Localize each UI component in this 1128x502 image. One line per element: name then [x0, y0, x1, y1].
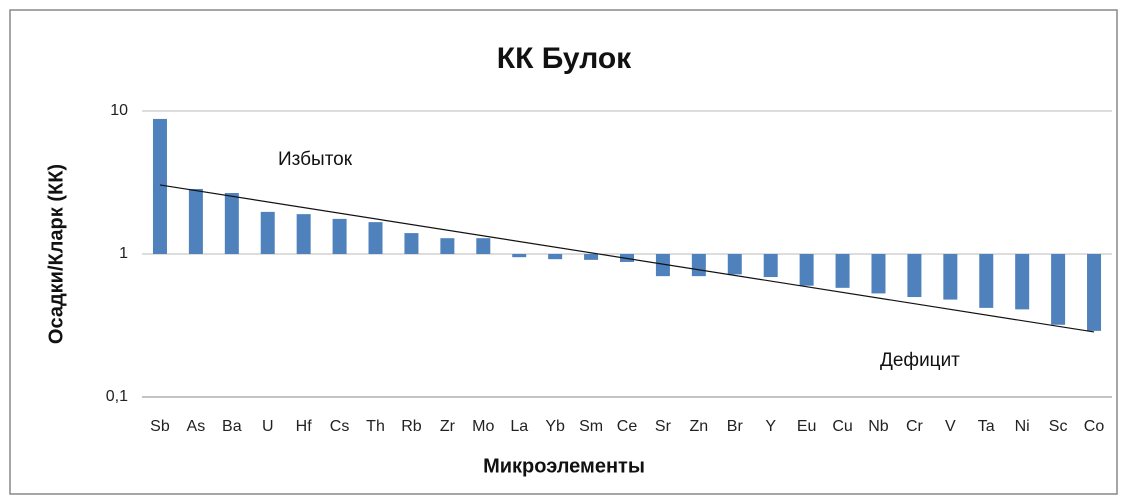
bar	[799, 254, 814, 286]
bar	[691, 254, 706, 277]
bar	[152, 118, 167, 254]
y-tick-label: 1	[119, 245, 128, 262]
x-tick-label: As	[187, 418, 206, 435]
y-tick-label: 0,1	[106, 388, 128, 405]
x-tick-label: Mo	[472, 418, 494, 435]
bar	[584, 254, 599, 260]
x-tick-label: Zr	[440, 418, 456, 435]
x-tick-label: Cr	[906, 418, 924, 435]
x-tick-label: Yb	[545, 418, 565, 435]
x-tick-label: Co	[1084, 418, 1105, 435]
bar	[1087, 254, 1102, 331]
bar	[404, 233, 419, 254]
bar	[440, 238, 455, 254]
x-tick-label: Rb	[401, 418, 422, 435]
annotation: Дефицит	[880, 350, 960, 371]
annotation: Избыток	[278, 149, 353, 170]
x-tick-label: Eu	[797, 418, 817, 435]
x-tick-label: Ni	[1015, 418, 1030, 435]
bar	[368, 222, 383, 254]
bar	[476, 238, 491, 254]
x-tick-label: Sr	[655, 418, 672, 435]
x-tick-label: Zn	[690, 418, 709, 435]
bar	[943, 254, 958, 300]
bar	[188, 188, 203, 254]
bar	[907, 254, 922, 298]
bar	[727, 254, 742, 275]
x-tick-label: Sc	[1049, 418, 1068, 435]
x-tick-label: La	[510, 418, 528, 435]
bar	[296, 214, 311, 254]
x-tick-label: Cu	[832, 418, 852, 435]
bar	[224, 193, 239, 254]
x-tick-label: Sm	[579, 418, 603, 435]
bar	[979, 254, 994, 308]
bar	[655, 254, 670, 277]
x-tick-label: Y	[765, 418, 776, 435]
bar	[871, 254, 886, 294]
x-tick-label: Br	[727, 418, 744, 435]
x-tick-label: Ta	[978, 418, 995, 435]
y-axis-title: Осадки/Кларк (КК)	[45, 164, 67, 344]
x-tick-label: V	[945, 418, 956, 435]
bar	[1015, 254, 1030, 310]
bar	[763, 254, 778, 278]
x-tick-label: Ba	[222, 418, 242, 435]
chart-title: КК Булок	[497, 42, 632, 75]
trend-line	[159, 184, 1095, 333]
x-tick-label: Sb	[150, 418, 170, 435]
x-tick-label: Cs	[330, 418, 350, 435]
x-tick-label: Th	[366, 418, 385, 435]
x-tick-label: Nb	[868, 418, 889, 435]
bar	[512, 254, 527, 258]
x-tick-label: U	[262, 418, 274, 435]
bar	[1051, 254, 1066, 325]
bar	[332, 218, 347, 254]
x-tick-label: Ce	[617, 418, 638, 435]
y-tick-label: 10	[110, 102, 128, 119]
x-axis-title: Микроэлементы	[483, 455, 645, 477]
bar	[548, 254, 563, 260]
x-tick-label: Hf	[296, 418, 313, 435]
bar	[260, 211, 275, 254]
bar	[835, 254, 850, 288]
